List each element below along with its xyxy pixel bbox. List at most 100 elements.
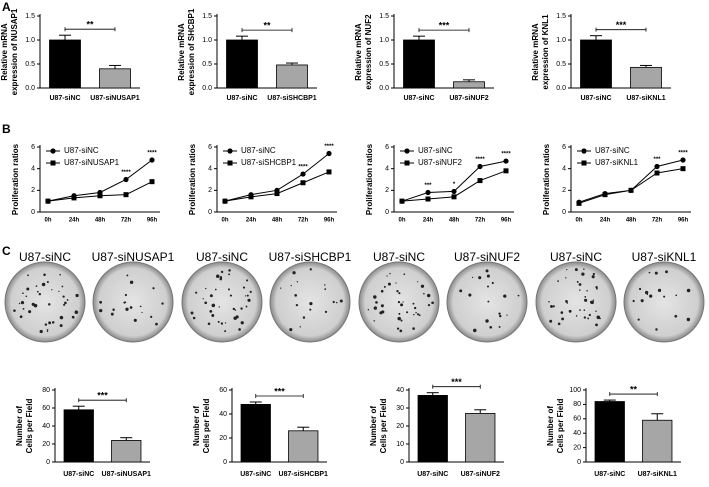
y-tick-label: 4 [208, 166, 212, 173]
colony [228, 269, 231, 272]
colony [398, 312, 401, 315]
y-tick-label: 1.5 [202, 13, 212, 20]
y-tick-label: 1.0 [25, 37, 35, 44]
point [248, 194, 254, 200]
colony [62, 295, 65, 298]
image-label: U87-siNC [550, 250, 602, 264]
significance-label: *** [616, 20, 627, 30]
colony [686, 317, 691, 322]
colony [499, 314, 502, 318]
colony [487, 300, 490, 303]
legend-label: U87-siKNL1 [595, 158, 639, 167]
x-tick-label: 0h [44, 218, 51, 224]
x-tick-label: U87-siSHCBP1 [279, 471, 329, 478]
colony [124, 293, 127, 297]
y-axis-label: Relative mRNA [0, 23, 9, 81]
colony [59, 324, 63, 328]
significance-label: *** [653, 157, 661, 163]
legend-label: U87-siNC [595, 146, 630, 155]
significance-label: **** [501, 152, 511, 158]
y-tick-label: 40 [573, 430, 581, 437]
bar [453, 81, 485, 89]
colony [566, 269, 568, 271]
colony [43, 273, 46, 277]
significance-label: *** [439, 21, 450, 31]
colony [566, 302, 569, 304]
legend-marker [404, 148, 410, 154]
x-tick-label: 96h [324, 218, 335, 224]
colony [387, 282, 391, 286]
colony [224, 322, 227, 324]
colony [686, 288, 691, 293]
y-tick-label: 1.0 [379, 37, 389, 44]
x-tick-label: 72h [298, 218, 309, 224]
x-tick-label: 48h [272, 218, 283, 224]
colony [99, 300, 103, 304]
colony [22, 292, 24, 295]
point [425, 196, 431, 202]
point [451, 194, 457, 200]
colony [48, 321, 52, 325]
point [399, 198, 405, 204]
legend-marker [404, 160, 410, 166]
x-tick-label: U87-siKNL1 [638, 471, 677, 478]
panel-label: C [2, 244, 11, 258]
colony [41, 282, 46, 287]
bar [642, 419, 673, 463]
colony [289, 328, 293, 332]
colony [549, 319, 553, 323]
colony [240, 307, 243, 310]
point [477, 163, 483, 170]
colony [406, 311, 409, 314]
colony [426, 293, 431, 298]
y-tick-label: 6 [31, 144, 35, 151]
y-tick-label: 60 [219, 387, 227, 394]
y-tick-label: 4 [31, 166, 35, 173]
colony [232, 307, 236, 311]
colony [64, 301, 67, 305]
x-tick-label: U87-siNC [240, 471, 271, 478]
legend-marker [50, 160, 56, 166]
colony [133, 318, 137, 322]
y-tick-label: 0.0 [202, 85, 212, 92]
x-tick-label: 72h [475, 218, 486, 224]
colony [579, 289, 581, 291]
colony [245, 305, 248, 308]
point [503, 168, 509, 174]
bar [594, 401, 625, 463]
x-tick-label: U87-siNUF2 [449, 95, 488, 102]
colony [584, 298, 588, 302]
colony [383, 285, 386, 288]
point [680, 157, 686, 163]
colony [192, 316, 196, 320]
significance-label: **** [147, 151, 157, 157]
y-axis-label: expression of KNL1 [541, 14, 550, 90]
x-tick-label: U87-siNC [226, 95, 257, 102]
x-tick-label: 24h [423, 218, 434, 224]
image-label: U87-siNUSAP1 [92, 250, 175, 264]
x-tick-label: U87-siNUSAP1 [90, 95, 140, 102]
y-tick-label: 0 [46, 459, 50, 466]
colony [152, 287, 155, 290]
colony [486, 285, 490, 288]
colony [217, 320, 220, 323]
legend-label: U87-siSHCBP1 [241, 158, 297, 167]
point [602, 192, 608, 198]
colony [389, 272, 391, 275]
colony [396, 327, 400, 330]
colony [28, 310, 32, 314]
colony [561, 317, 564, 321]
significance-label: *** [451, 377, 462, 387]
colony [548, 301, 550, 303]
y-tick-label: 0.0 [379, 85, 389, 92]
colony [472, 328, 477, 333]
y-tick-label: 0 [400, 459, 404, 466]
colony [583, 316, 587, 319]
colony [161, 302, 164, 305]
point [97, 193, 103, 199]
colony [491, 281, 494, 285]
colony [211, 303, 216, 308]
point [654, 163, 660, 170]
colony [665, 270, 668, 274]
colony [431, 301, 434, 305]
